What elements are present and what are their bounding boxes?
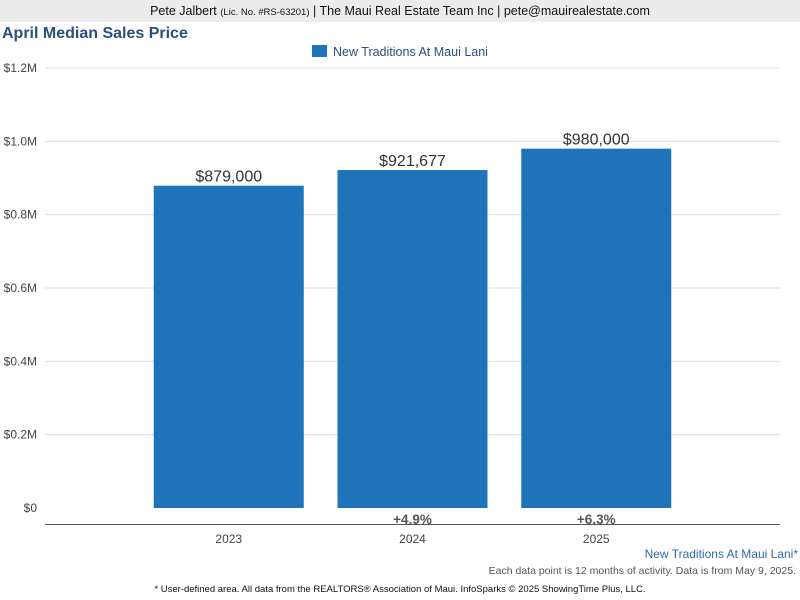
x-tick-label: 2023 — [215, 532, 242, 545]
legend-label: New Traditions At Maui Lani — [333, 45, 488, 59]
x-tick-label: 2025 — [583, 532, 610, 545]
y-axis: $0 $0.2M $0.4M $0.6M $0.8M $1.0M $1.2M — [4, 61, 38, 515]
source-note: * User-defined area. All data from the R… — [154, 584, 646, 595]
agent-contact: | The Maui Real Estate Team Inc | pete@m… — [312, 4, 650, 18]
data-note: Each data point is 12 months of activity… — [488, 565, 796, 577]
agent-name: Pete Jalbert — [150, 4, 217, 18]
change-label: +4.9% — [393, 512, 432, 527]
header-bar: Pete Jalbert (Lic. No. #RS-63201) | The … — [0, 0, 800, 22]
chart-title: April Median Sales Price — [2, 25, 188, 42]
y-tick-label: $1.2M — [4, 61, 37, 75]
legend-swatch — [312, 45, 328, 57]
x-tick-label: 2024 — [399, 532, 426, 545]
bars: $879,000 $921,677 +4.9% $980,000 +6.3% — [153, 132, 672, 527]
area-note[interactable]: New Traditions At Maui Lani* — [644, 547, 798, 561]
y-tick-label: $0 — [24, 501, 38, 515]
bar-2023[interactable] — [153, 185, 304, 508]
y-tick-label: $0.4M — [4, 354, 37, 368]
bar-value-label: $879,000 — [195, 169, 262, 186]
y-tick-label: $0.8M — [4, 208, 37, 222]
change-label: +6.3% — [577, 512, 616, 527]
bar-2025[interactable] — [521, 148, 672, 508]
y-tick-label: $0.2M — [4, 428, 37, 442]
legend: New Traditions At Maui Lani — [0, 45, 800, 59]
bar-value-label: $921,677 — [379, 153, 446, 170]
bar-chart: $0 $0.2M $0.4M $0.6M $0.8M $1.0M $1.2M $879,00… — [4, 61, 780, 545]
y-tick-label: $0.6M — [4, 281, 37, 295]
y-tick-label: $1.0M — [4, 134, 37, 148]
bar-2024[interactable] — [337, 170, 488, 509]
license-number: (Lic. No. #RS-63201) — [220, 7, 310, 18]
bar-value-label: $980,000 — [563, 132, 630, 149]
x-axis: 2023 2024 2025 — [45, 524, 780, 545]
